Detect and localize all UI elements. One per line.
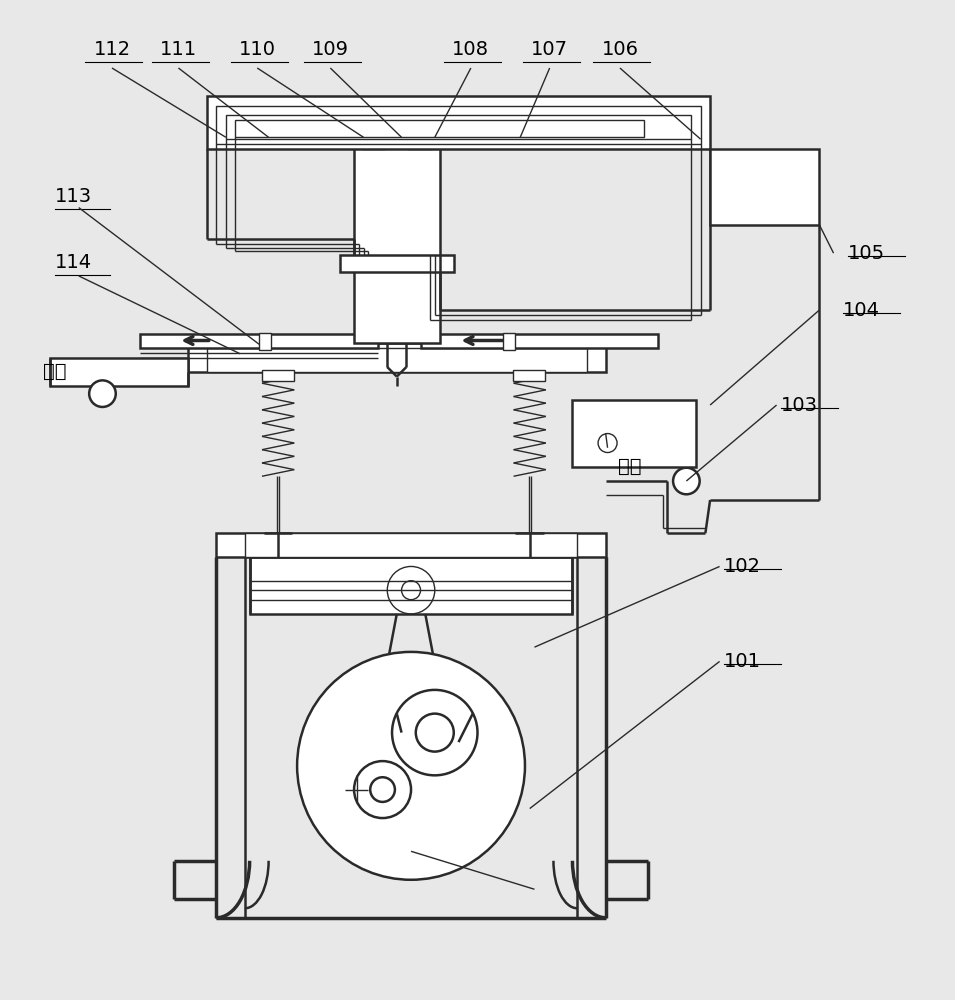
Circle shape bbox=[354, 761, 411, 818]
Text: 101: 101 bbox=[724, 652, 761, 671]
Bar bbox=[207, 348, 586, 372]
Circle shape bbox=[89, 380, 116, 407]
Text: 111: 111 bbox=[159, 40, 197, 59]
Bar bbox=[354, 144, 439, 343]
Bar bbox=[340, 255, 454, 272]
Text: 104: 104 bbox=[843, 301, 881, 320]
Text: 110: 110 bbox=[239, 40, 276, 59]
Text: 102: 102 bbox=[724, 557, 761, 576]
Text: 103: 103 bbox=[781, 396, 818, 415]
Text: 114: 114 bbox=[55, 253, 92, 272]
Text: 106: 106 bbox=[602, 40, 638, 59]
Bar bbox=[188, 343, 605, 372]
Text: 107: 107 bbox=[531, 40, 568, 59]
Circle shape bbox=[393, 690, 478, 775]
Text: 109: 109 bbox=[312, 40, 349, 59]
Bar bbox=[513, 370, 545, 381]
Bar bbox=[362, 120, 386, 149]
Bar bbox=[226, 115, 691, 139]
Bar bbox=[359, 106, 435, 144]
Bar bbox=[249, 557, 572, 614]
Text: 进气: 进气 bbox=[43, 362, 67, 381]
Bar bbox=[408, 120, 432, 149]
Bar bbox=[572, 400, 696, 467]
Circle shape bbox=[297, 652, 525, 880]
Text: 113: 113 bbox=[55, 187, 92, 206]
Text: 108: 108 bbox=[453, 40, 489, 59]
Bar bbox=[207, 96, 711, 149]
Bar bbox=[217, 533, 605, 557]
Text: 112: 112 bbox=[94, 40, 131, 59]
Bar bbox=[235, 120, 644, 137]
Text: 排气: 排气 bbox=[618, 457, 641, 476]
Circle shape bbox=[673, 468, 700, 494]
Text: 105: 105 bbox=[848, 244, 885, 263]
Bar bbox=[51, 358, 188, 386]
Bar bbox=[711, 149, 819, 225]
Bar bbox=[503, 333, 515, 350]
Bar bbox=[140, 334, 378, 348]
Bar bbox=[259, 333, 270, 350]
Bar bbox=[244, 533, 577, 557]
Bar bbox=[262, 370, 294, 381]
Bar bbox=[217, 106, 701, 144]
Bar bbox=[420, 334, 658, 348]
